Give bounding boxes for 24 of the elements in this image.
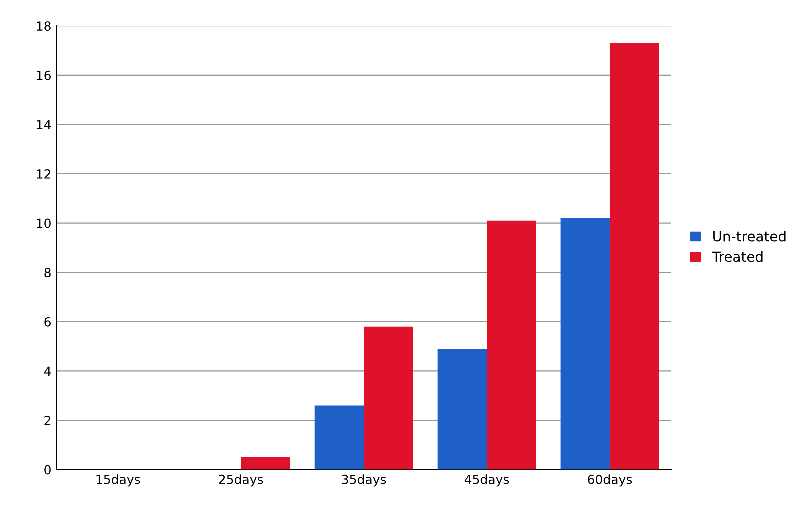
x-tick-label: 45days [464,474,510,487]
bar [610,43,660,470]
y-tick-label: 6 [44,317,51,327]
y-tick-label: 8 [44,268,51,278]
bar [487,220,536,470]
y-tick-label: 12 [37,169,51,179]
y-tick-label: 16 [37,70,51,80]
legend-label: Un-treated [714,231,786,242]
x-tick-label: 60days [588,474,632,487]
bar [560,218,610,470]
x-tick-label: 25days [219,474,264,487]
x-tick-label: 35days [342,474,386,487]
x-tick-label: 15days [96,474,140,487]
y-tick-label: 4 [44,366,52,376]
bar [364,326,414,470]
bar [314,406,364,470]
y-tick-label: 0 [44,465,51,475]
y-tick-label: 10 [37,218,51,228]
y-tick-label: 18 [37,22,51,32]
legend-label: Treated [712,251,763,262]
bar [241,457,290,470]
bar [438,349,488,470]
y-tick-label: 2 [44,416,51,426]
y-tick-label: 14 [37,120,52,130]
